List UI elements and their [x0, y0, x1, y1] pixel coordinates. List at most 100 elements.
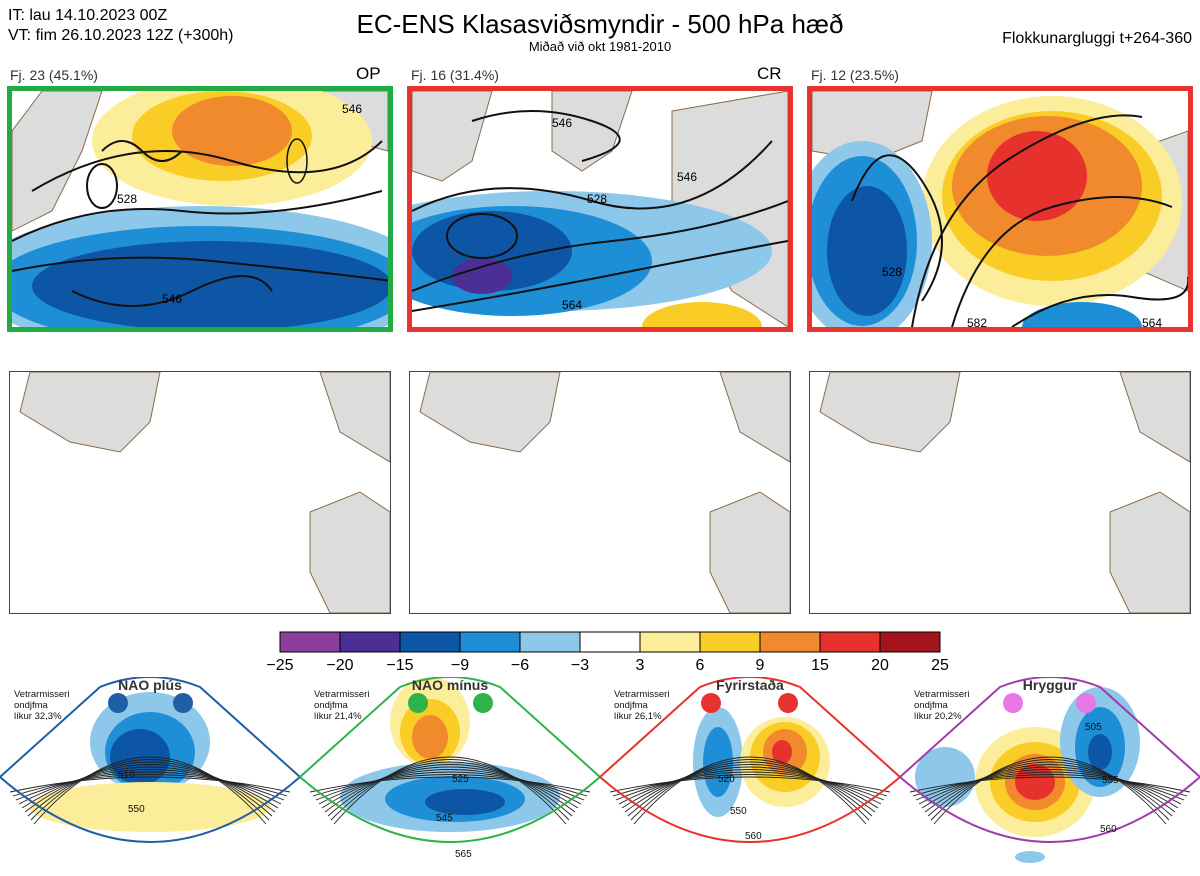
- colorbar-segment: [459, 631, 521, 653]
- regime-contour: [15, 771, 285, 801]
- colorbar-segment: [759, 631, 821, 653]
- regime-name: NAO plús: [118, 677, 182, 693]
- cluster-2-map: 528 546 546 564: [407, 86, 793, 332]
- cluster-2-contour-label: 528: [587, 192, 607, 206]
- colorbar-tick-label: 6: [696, 657, 705, 674]
- colorbar-segment: [519, 631, 581, 653]
- regime-contour: [318, 769, 582, 805]
- regime-anomaly: [915, 747, 975, 807]
- regime-contour: [615, 771, 885, 801]
- regime-contour: [309, 776, 591, 793]
- regime-contour: [27, 761, 273, 817]
- regime-contour-label: 520: [718, 774, 735, 785]
- regime-center-dot: [701, 693, 721, 713]
- regime-name: NAO mínus: [412, 677, 488, 693]
- cluster-1-anomaly-field: 546 528 546: [12, 91, 388, 327]
- regime-note: líkur 32,3%: [14, 711, 62, 722]
- regime-contour: [930, 759, 1170, 821]
- regime-contour: [624, 764, 876, 813]
- cluster-3-label: Fj. 12 (23.5%): [811, 67, 899, 83]
- regime-contour: [24, 764, 276, 813]
- regime-contour: [633, 756, 867, 825]
- colorbar-tick-label: −3: [571, 657, 589, 674]
- regime-contour: [933, 756, 1167, 825]
- colorbar-tick-label: 20: [871, 657, 889, 674]
- regime-contour-label: 545: [436, 813, 453, 824]
- cluster-1-map: 546 528 546: [7, 86, 393, 332]
- regime-contour: [21, 766, 279, 809]
- colorbar-tick-label: −6: [511, 657, 529, 674]
- colorbar-segment: [279, 631, 341, 653]
- regime-contour-label: 510: [118, 770, 135, 781]
- regime-note: ondjfma: [914, 700, 949, 711]
- regime-contour: [33, 756, 267, 825]
- init-time: IT: lau 14.10.2023 00Z: [8, 7, 168, 24]
- colorbar-tick-label: −20: [326, 657, 353, 674]
- regime-note: líkur 26,1%: [614, 711, 662, 722]
- regime-contour: [315, 771, 585, 801]
- regime-contour: [915, 771, 1185, 801]
- regime-contour: [30, 759, 270, 821]
- regime-contour: [612, 774, 888, 797]
- cluster-2-label: Fj. 16 (31.4%): [411, 67, 499, 83]
- cluster-2-anomaly-field: 528 546 546 564: [412, 91, 788, 327]
- cluster-3-contour-label: 582: [967, 316, 987, 327]
- header-run-info: IT: lau 14.10.2023 00Z VT: fim 26.10.202…: [8, 6, 233, 46]
- regime-contour-label: 550: [128, 804, 145, 815]
- regime-name: Hryggur: [1023, 677, 1078, 693]
- regime-note: líkur 20,2%: [914, 711, 962, 722]
- regime-frame: [898, 676, 1200, 843]
- regime-contour: [327, 761, 573, 817]
- empty-map-1: [9, 371, 391, 614]
- regime-contour: [927, 761, 1173, 817]
- regime-contour: [333, 756, 567, 825]
- regime-note: ondjfma: [14, 700, 49, 711]
- colorbar-tick-label: 15: [811, 657, 829, 674]
- cluster-2-contour-label: 546: [552, 116, 572, 130]
- regime-contour-label: 560: [1100, 824, 1117, 835]
- cluster-1-label: Fj. 23 (45.1%): [10, 67, 98, 83]
- regime-center-dot: [1003, 693, 1023, 713]
- classification-window: Flokkunargluggi t+264-360: [1002, 30, 1192, 47]
- colorbar-segment: [819, 631, 881, 653]
- regime-center-dot: [473, 693, 493, 713]
- regime-note: líkur 21,4%: [314, 711, 362, 722]
- cluster-2-tag: CR: [757, 64, 782, 83]
- regime-contour: [18, 769, 282, 805]
- regime-frame: [598, 676, 902, 843]
- colorbar-segment: [399, 631, 461, 653]
- regime-contour: [618, 769, 882, 805]
- regime-center-dot: [108, 693, 128, 713]
- regime-contour: [330, 759, 570, 821]
- colorbar-tick-label: −15: [386, 657, 413, 674]
- valid-time: VT: fim 26.10.2023 12Z (+300h): [8, 27, 234, 44]
- regime-contour: [627, 761, 873, 817]
- regime-contour-label: 535: [1102, 775, 1119, 786]
- regime-anomaly: [425, 789, 505, 815]
- regime-contour: [918, 769, 1182, 805]
- regime-contour-label: 560: [745, 831, 762, 842]
- regime-anomaly: [30, 782, 270, 832]
- regime-center-dot: [173, 693, 193, 713]
- colorbar-segment: [639, 631, 701, 653]
- regime-center-dot: [1076, 693, 1096, 713]
- cluster-3-map: 528 582 564: [807, 86, 1193, 332]
- regime-contour: [324, 764, 576, 813]
- colorbar-segment: [879, 631, 941, 653]
- regime-contour: [630, 759, 870, 821]
- regime-center-dot: [778, 693, 798, 713]
- colorbar-tick-label: 9: [756, 657, 765, 674]
- regime-contour: [621, 766, 879, 809]
- regime-anomaly: [772, 740, 792, 764]
- page-title: EC-ENS Klasasviðsmyndir - 500 hPa hæð: [356, 9, 844, 39]
- regime-anomaly: [1088, 734, 1112, 770]
- cluster-2-contour-label: 564: [562, 298, 582, 312]
- regime-contour: [12, 774, 288, 797]
- cluster-3-contour-label: 564: [1142, 316, 1162, 327]
- regime-anomaly: [412, 715, 448, 759]
